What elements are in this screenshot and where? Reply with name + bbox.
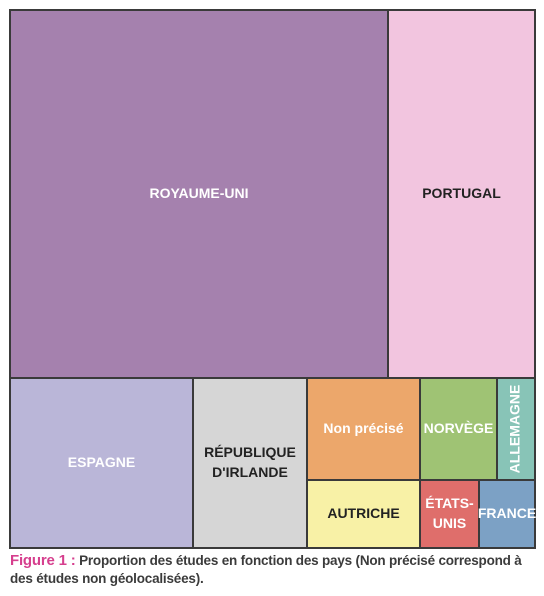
- treemap-label-line: FRANCE: [478, 505, 536, 521]
- treemap-label-allemagne: ALLEMAGNE: [507, 385, 523, 474]
- treemap-label-line: Non précisé: [323, 420, 403, 436]
- treemap-label-line: ÉTATS-: [425, 495, 474, 511]
- treemap-cell-espagne: [9, 377, 194, 549]
- treemap-cell-autriche: [306, 479, 421, 549]
- treemap-cell-norvege: [419, 377, 498, 481]
- treemap-label-line: D'IRLANDE: [212, 464, 288, 480]
- caption-text: Proportion des études en fonction des pa…: [10, 553, 522, 586]
- treemap-label-line: AUTRICHE: [327, 505, 399, 521]
- treemap-cell-royaume-uni: [9, 9, 389, 379]
- treemap-cell-etats-unis: [419, 479, 480, 549]
- treemap-svg: ROYAUME-UNI PORTUGAL ESPAGNE RÉPUBLIQUE D'IR…: [9, 9, 536, 549]
- treemap-label-line: UNIS: [433, 515, 466, 531]
- treemap-label-espagne: ESPAGNE: [68, 454, 135, 470]
- treemap-label-non-precise: Non précisé: [323, 420, 403, 436]
- figure-caption: Figure 1 : Proportion des études en fonc…: [10, 552, 540, 588]
- treemap-cell-france: [478, 479, 536, 549]
- treemap-label-autriche: AUTRICHE: [327, 505, 399, 521]
- treemap-label-france: FRANCE: [478, 505, 536, 521]
- treemap-label-royaume-uni: ROYAUME-UNI: [149, 185, 248, 201]
- treemap-label-etats-unis: ÉTATS- UNIS: [425, 495, 474, 531]
- treemap-label-line: PORTUGAL: [422, 185, 501, 201]
- treemap-label-republique-irlande: RÉPUBLIQUE D'IRLANDE: [204, 444, 296, 480]
- treemap-cell-republique-irlande: [192, 377, 308, 549]
- treemap-label-line: NORVÈGE: [424, 420, 494, 436]
- treemap-cell-portugal: [387, 9, 536, 379]
- treemap-label-line: ROYAUME-UNI: [149, 185, 248, 201]
- treemap-label-norvege: NORVÈGE: [424, 420, 494, 436]
- caption-prefix: Figure 1 :: [10, 552, 76, 569]
- treemap-cell-non-precise: [306, 377, 421, 481]
- treemap-label-line: ESPAGNE: [68, 454, 135, 470]
- treemap-label-line: RÉPUBLIQUE: [204, 444, 296, 460]
- treemap-label-portugal: PORTUGAL: [422, 185, 501, 201]
